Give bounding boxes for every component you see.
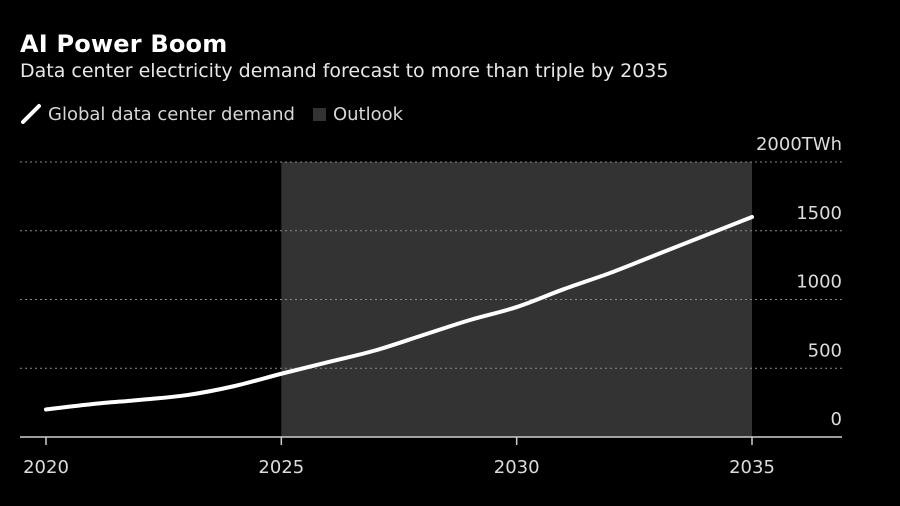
y-tick-label-1000: 1000 [796, 272, 842, 293]
y-tick-label-0: 0 [831, 409, 842, 430]
legend-item-demand: Global data center demand [20, 103, 295, 125]
x-tick-label-2035: 2035 [729, 457, 775, 478]
chart-subtitle: Data center electricity demand forecast … [20, 60, 669, 82]
y-tick-label-500: 500 [808, 340, 842, 361]
legend-label-demand: Global data center demand [48, 103, 295, 125]
y-tick-label-1500: 1500 [796, 203, 842, 224]
legend-label-outlook: Outlook [332, 103, 404, 125]
y-tick-label-2000: 2000TWh [756, 134, 842, 155]
box-swatch-icon [312, 107, 326, 121]
legend: Global data center demand Outlook [20, 103, 421, 125]
legend-item-outlook: Outlook [312, 103, 404, 125]
x-tick-label-2020: 2020 [23, 457, 69, 478]
x-tick-label-2025: 2025 [258, 457, 304, 478]
chart-title: AI Power Boom [20, 30, 228, 58]
series-line-demand [44, 215, 754, 412]
x-tick-label-2030: 2030 [494, 457, 540, 478]
line-swatch-icon [21, 104, 41, 124]
